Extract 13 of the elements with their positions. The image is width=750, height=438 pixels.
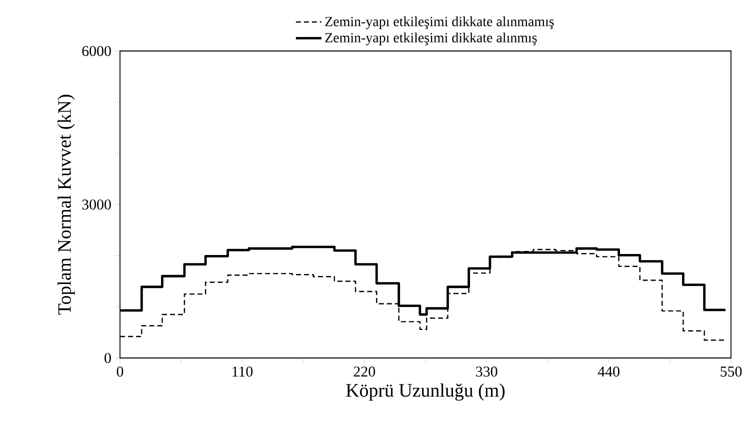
x-tick-label: 330 — [476, 366, 498, 377]
y-tick-label: 3000 — [82, 199, 111, 210]
y-tick-label: 0 — [104, 352, 111, 364]
legend-label: Zemin-yapı etkileşimi dikkate alınmış — [325, 32, 537, 46]
x-tick-label: 0 — [116, 366, 124, 377]
legend-label: Zemin-yapı etkileşimi dikkate alınmamış — [325, 16, 554, 30]
x-tick-label: 220 — [354, 366, 376, 377]
x-axis-title: Köprü Uzunluğu (m) — [346, 383, 505, 401]
x-tick-label: 110 — [232, 366, 253, 377]
x-tick-label: 550 — [720, 366, 742, 377]
x-tick-label: 440 — [598, 366, 620, 377]
y-axis-title: Toplam Normal Kuvvet (kN) — [58, 94, 75, 315]
y-tick-label: 6000 — [82, 46, 111, 56]
